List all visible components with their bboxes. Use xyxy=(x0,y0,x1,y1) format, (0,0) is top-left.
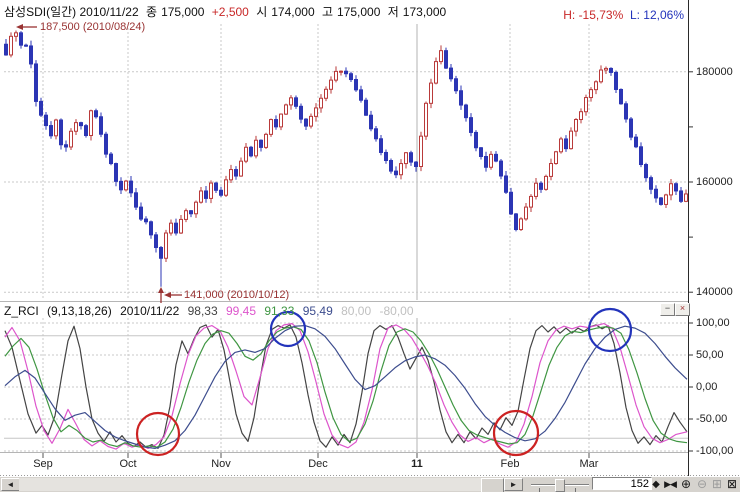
rci13-value: 99,45 xyxy=(225,304,256,318)
axis-label-value: 0,00 xyxy=(696,381,718,393)
open-label: 시 xyxy=(256,5,268,19)
high-low-readout: H: -15,73% L: 12,06% xyxy=(563,8,684,22)
axis-label-month: Dec xyxy=(308,458,328,470)
low-label: 저 xyxy=(387,5,399,19)
high-annotation: 187,500 (2010/08/24) xyxy=(40,21,146,33)
axis-label-value: 180000 xyxy=(696,65,733,78)
rci18-value: 91,33 xyxy=(264,304,295,318)
l-value: 12,06% xyxy=(643,8,684,22)
close-label: 종 xyxy=(146,5,158,19)
chart-canvas[interactable] xyxy=(0,0,740,476)
high-label: 고 xyxy=(321,5,334,19)
axis-label-month: Nov xyxy=(211,458,231,470)
close-chart-icon[interactable]: ⊠ xyxy=(726,477,738,491)
visible-bars-input[interactable] xyxy=(592,477,652,490)
rci-close-button[interactable]: × xyxy=(675,303,690,316)
l-label: L: xyxy=(629,8,640,22)
h-label: H: xyxy=(563,8,576,22)
rci-params: (9,13,18,26) xyxy=(47,304,112,318)
axis-label-month: Feb xyxy=(500,458,520,470)
grid-zoom-icon[interactable]: ⊞ xyxy=(711,477,723,491)
scroll-right-button[interactable]: ► xyxy=(504,478,523,491)
collapse-horizontal-icon[interactable]: ▶◀ xyxy=(664,479,677,489)
high-value: 175,000 xyxy=(337,5,381,19)
symbol-title: 삼성SDI(일간) 2010/11/22 xyxy=(4,5,139,19)
rci-minimize-button[interactable]: − xyxy=(660,303,675,316)
rci-date: 2010/11/22 xyxy=(120,304,180,318)
rci-band-low: -80,00 xyxy=(379,304,414,318)
axis-label-value: -50,00 xyxy=(696,413,728,425)
axis-label-value: 160000 xyxy=(696,176,733,188)
rci-name: Z_RCI xyxy=(4,304,39,318)
scrollbar-track[interactable] xyxy=(19,478,504,492)
bottom-toolbar: ◄ ► ◆ ▶◀ ⊕ ⊖ ⊞ ⊠ xyxy=(0,477,740,492)
zoom-out-icon[interactable]: ⊖ xyxy=(696,477,708,491)
expand-horizontal-icon[interactable]: ◆ xyxy=(652,479,660,490)
low-annotation: 141,000 (2010/10/12) xyxy=(184,289,290,301)
open-value: 174,000 xyxy=(271,5,315,19)
rci26-value: 95,49 xyxy=(302,304,333,318)
scroll-left-button[interactable]: ◄ xyxy=(1,478,20,491)
axis-label-value: 50,00 xyxy=(696,349,724,361)
slider-tick xyxy=(575,488,576,492)
axis-label-month: 11 xyxy=(411,458,423,470)
change-value: +2,500 xyxy=(211,5,249,19)
axis-label-month: Oct xyxy=(119,458,137,470)
axis-label-value: -100,00 xyxy=(696,445,734,457)
slider-tick xyxy=(539,488,540,492)
axis-label-month: Sep xyxy=(33,458,53,470)
zoom-slider-thumb[interactable] xyxy=(555,479,565,492)
low-value: 173,000 xyxy=(402,5,447,19)
quote-header: 삼성SDI(일간) 2010/11/22 종 175,000 +2,500 시 17… xyxy=(4,3,450,20)
zoom-slider[interactable] xyxy=(531,477,589,492)
rci9-value: 98,33 xyxy=(187,304,218,318)
h-value: -15,73% xyxy=(578,8,624,22)
close-value: 175,000 xyxy=(161,5,205,19)
rci-indicator-header: Z_RCI (9,13,18,26) 2010/11/22 98,33 99,4… xyxy=(4,304,419,318)
rci-band-high: 80,00 xyxy=(341,304,372,318)
axis-label-month: Mar xyxy=(579,458,599,470)
axis-label-value: 140000 xyxy=(696,286,733,299)
zoom-in-icon[interactable]: ⊕ xyxy=(680,477,692,491)
axis-label-value: 100,00 xyxy=(696,317,730,329)
scrollbar-thumb[interactable] xyxy=(481,478,504,492)
